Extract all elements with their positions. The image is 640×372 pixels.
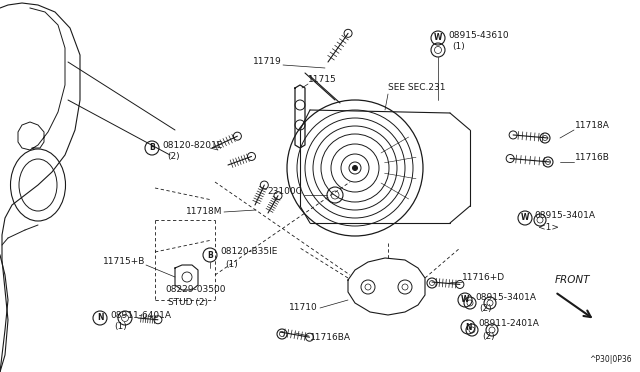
Text: (1): (1) (114, 323, 127, 331)
Text: 11715: 11715 (308, 76, 337, 84)
Text: (2): (2) (167, 153, 180, 161)
Text: W: W (461, 295, 469, 305)
Text: 08915-43610: 08915-43610 (448, 31, 509, 39)
Text: <1>: <1> (538, 222, 559, 231)
Text: (2): (2) (479, 305, 492, 314)
Text: 11718A: 11718A (575, 121, 610, 129)
Text: STUD (2): STUD (2) (168, 298, 208, 307)
Text: N: N (465, 323, 471, 331)
Text: 11716+D: 11716+D (462, 273, 505, 282)
Circle shape (353, 166, 358, 170)
Text: 11710: 11710 (289, 304, 318, 312)
Text: 08915-3401A: 08915-3401A (534, 211, 595, 219)
Text: 08911-6401A: 08911-6401A (110, 311, 171, 320)
Text: 11716BA: 11716BA (310, 334, 351, 343)
Text: (1): (1) (225, 260, 237, 269)
Text: 11718M: 11718M (186, 208, 222, 217)
Text: ^P30|0P36: ^P30|0P36 (589, 356, 632, 365)
Text: 11719: 11719 (253, 58, 282, 67)
Text: (1): (1) (452, 42, 465, 51)
Text: 08120-8201E: 08120-8201E (162, 141, 222, 150)
Text: 11715+B: 11715+B (102, 257, 145, 266)
Text: 11716B: 11716B (575, 154, 610, 163)
Text: 08229-03500: 08229-03500 (165, 285, 225, 295)
Text: 08911-2401A: 08911-2401A (478, 320, 539, 328)
Text: B: B (149, 144, 155, 153)
Text: SEE SEC.231: SEE SEC.231 (388, 83, 445, 93)
Text: W: W (521, 214, 529, 222)
Text: 08915-3401A: 08915-3401A (475, 292, 536, 301)
Text: FRONT: FRONT (555, 275, 591, 285)
Text: 08120-B35IE: 08120-B35IE (220, 247, 277, 257)
Text: B: B (207, 250, 213, 260)
Text: N: N (97, 314, 103, 323)
Text: (2): (2) (482, 331, 495, 340)
Text: W: W (434, 33, 442, 42)
Text: 23100C: 23100C (267, 187, 302, 196)
